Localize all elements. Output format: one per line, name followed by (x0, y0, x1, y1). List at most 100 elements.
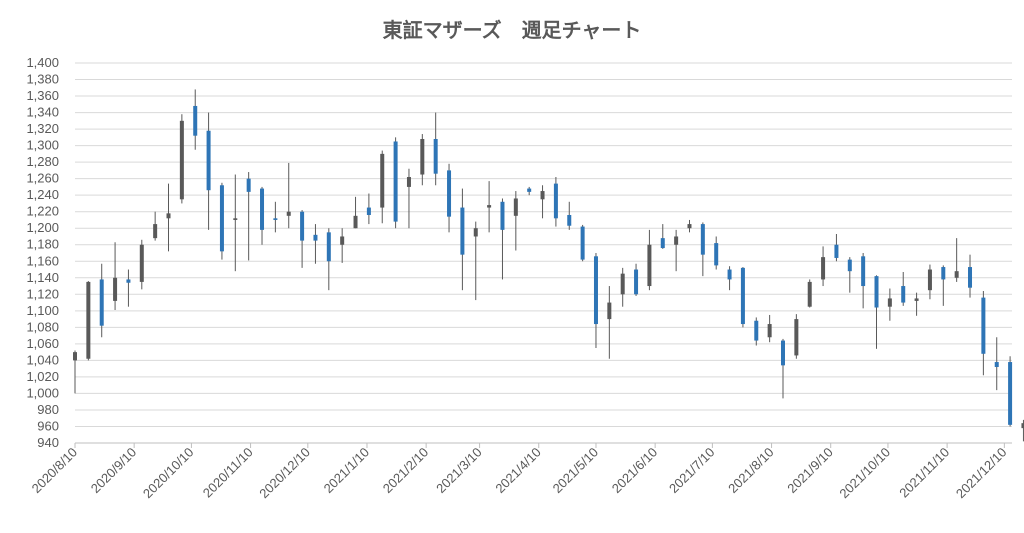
candle-body-down (834, 244, 839, 258)
x-tick-label: 2021/5/10 (550, 445, 602, 497)
candle-body-down (874, 276, 879, 308)
candle-body-up (927, 269, 932, 291)
candle-body-up (540, 191, 545, 200)
candle (567, 201, 572, 230)
candle-body-down (714, 243, 719, 266)
candle-body-down (634, 269, 639, 295)
candle-body-down (553, 183, 558, 219)
candle (447, 163, 452, 233)
candle (273, 201, 278, 233)
candle (193, 89, 198, 150)
candle-body-down (847, 259, 852, 272)
candle (73, 350, 77, 394)
candle (126, 269, 131, 307)
candle-body-down (246, 178, 251, 192)
x-tick-label: 2021/3/10 (433, 445, 485, 497)
y-tick-label: 1,020 (26, 369, 59, 384)
candle-body-up (513, 198, 518, 216)
x-tick-label: 2021/4/10 (492, 445, 544, 497)
candle (340, 228, 345, 263)
candle (634, 263, 639, 296)
candle-body-down (580, 226, 585, 260)
candle-body-up (807, 281, 812, 307)
candle-body-down (660, 238, 665, 249)
candle (393, 137, 398, 229)
candle-body-down (727, 269, 732, 280)
candle-body-up (73, 352, 77, 361)
candle-body-down (740, 267, 745, 325)
candle-body-down (754, 320, 759, 341)
candle (647, 229, 652, 291)
candle (780, 338, 785, 399)
candle (353, 196, 358, 229)
candle-body-up (166, 213, 171, 219)
candle (433, 112, 438, 186)
candle (406, 168, 411, 229)
candle (740, 267, 745, 328)
gridlines (75, 62, 1012, 444)
candle (620, 267, 625, 307)
candle-body-up (153, 224, 158, 239)
candle (901, 272, 906, 306)
candle-body-up (821, 257, 826, 280)
candle (246, 172, 251, 261)
candle-body-down (326, 232, 331, 262)
candle-body-down (260, 188, 265, 230)
y-tick-label: 1,240 (26, 187, 59, 202)
candle (313, 224, 318, 264)
candle-body-down (206, 130, 211, 191)
candles (73, 89, 1024, 442)
candle-body-down (901, 286, 906, 303)
candle (473, 221, 478, 301)
candle (1008, 356, 1013, 427)
x-tick-label: 2020/11/10 (200, 445, 256, 501)
candle (687, 219, 692, 233)
candle (834, 234, 839, 262)
candle-body-up (794, 319, 799, 356)
candle-body-down (460, 207, 465, 255)
candle (607, 286, 612, 359)
candle (300, 210, 305, 268)
y-tick-label: 1,060 (26, 336, 59, 351)
candle-body-down (994, 362, 999, 367)
candle (420, 134, 425, 186)
candle (487, 181, 492, 233)
candle-body-down (968, 267, 973, 288)
candle-body-up (954, 271, 959, 278)
y-tick-label: 940 (37, 435, 59, 450)
candle-body-down (433, 139, 438, 174)
candle-body-down (366, 207, 371, 215)
candle (260, 186, 265, 245)
y-tick-label: 1,220 (26, 204, 59, 219)
y-tick-label: 960 (37, 418, 59, 433)
candle (86, 281, 91, 361)
candle-body-down (861, 256, 866, 287)
candle-body-down (1008, 362, 1013, 425)
y-tick-label: 1,000 (26, 385, 59, 400)
candle-body-down (500, 201, 505, 230)
candle (821, 246, 826, 287)
candle-body-down (193, 105, 198, 136)
candle (380, 150, 385, 224)
chart-title: 東証マザーズ 週足チャート (382, 18, 642, 42)
candle-body-down (780, 340, 785, 366)
candle-body-down (700, 224, 705, 255)
candle-body-down (941, 267, 946, 280)
candle-body-up (607, 302, 612, 320)
y-tick-label: 1,140 (26, 270, 59, 285)
candle-body-up (179, 120, 184, 200)
x-tick-label: 2021/8/10 (725, 445, 777, 497)
candle-body-up (647, 244, 652, 287)
candle-body-up (487, 205, 492, 208)
candle-body-down (219, 185, 224, 252)
y-tick-label: 1,380 (26, 72, 59, 87)
candle-body-up (406, 177, 411, 187)
candle (460, 188, 465, 291)
candle (527, 186, 532, 196)
x-tick-label: 2020/10/10 (140, 445, 197, 502)
candle-body-up (674, 236, 679, 245)
x-tick-label: 2020/12/10 (256, 445, 313, 502)
